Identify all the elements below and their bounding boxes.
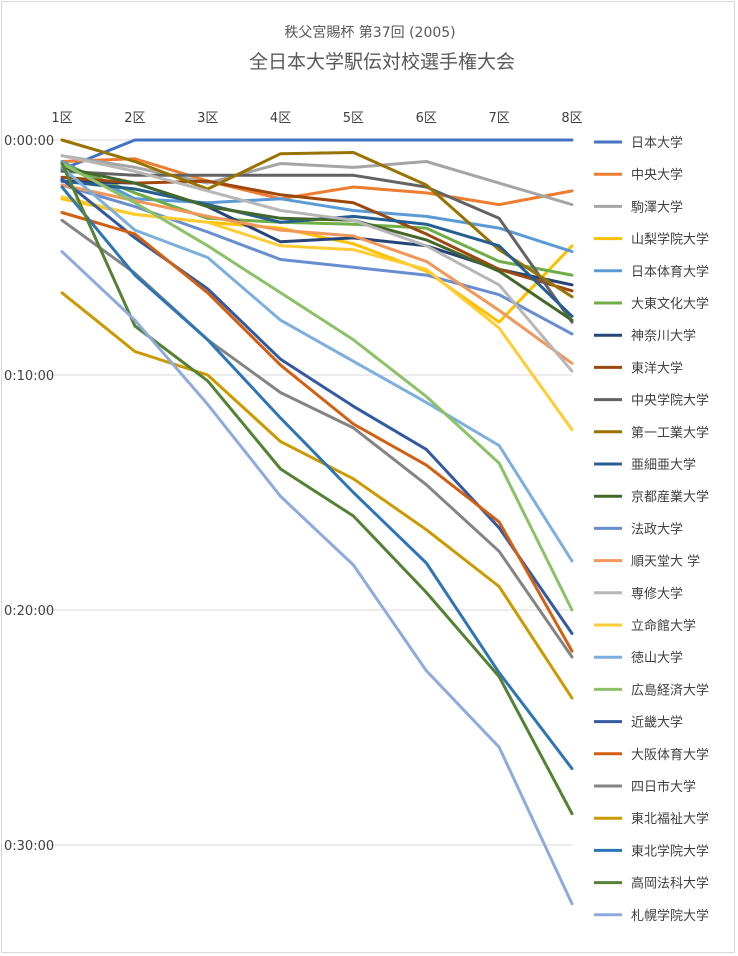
legend-entry: 東北福祉大学 <box>631 811 709 827</box>
series-lines <box>60 138 574 906</box>
series-line <box>60 165 574 322</box>
y-tick-label: 0:10:00 <box>4 369 54 384</box>
legend-entry: 大阪体育大学 <box>631 747 709 763</box>
x-tick-label: 1区 <box>51 111 72 126</box>
legend-entry: 専修大学 <box>631 586 683 602</box>
legend-entry: 東北学院大学 <box>631 843 709 859</box>
chart-title: 全日本大学駅伝対校選手権大会 <box>249 51 515 73</box>
legend-entry: 広島経済大学 <box>631 682 709 698</box>
legend-entry: 第一工業大学 <box>631 425 709 441</box>
series-line <box>60 154 574 207</box>
legend-entry: 神奈川大学 <box>631 328 696 344</box>
legend-entry: 中央大学 <box>631 167 683 183</box>
legend-entry: 日本体育大学 <box>631 264 709 280</box>
x-axis-tick-labels: 1区 2区 3区 4区 5区 6区 7区 8区 <box>51 111 582 126</box>
y-axis-tick-labels: 0:00:00 0:10:00 0:20:00 0:30:00 <box>4 134 54 854</box>
x-tick-label: 3区 <box>197 111 218 126</box>
x-tick-label: 5区 <box>343 111 364 126</box>
legend-entry: 亜細亜大学 <box>631 457 696 473</box>
series-line <box>60 154 574 373</box>
series-line <box>60 160 574 254</box>
series-line <box>60 177 574 635</box>
series-line <box>60 165 574 563</box>
x-tick-label: 7区 <box>489 111 510 126</box>
legend-entry: 徳山大学 <box>631 650 683 666</box>
series-line <box>60 157 574 207</box>
legend-entry: 高岡法科大学 <box>631 876 709 892</box>
series-line <box>60 211 574 653</box>
legend-entry: 京都産業大学 <box>631 489 709 505</box>
legend-entry: 中央学院大学 <box>631 393 709 409</box>
x-tick-label: 6区 <box>416 111 437 126</box>
legend-entry: 札幌学院大学 <box>631 908 709 924</box>
legend: 日本大学中央大学駒澤大学山梨学院大学日本体育大学大東文化大学神奈川大学東洋大学中… <box>594 135 709 924</box>
x-tick-label: 4区 <box>270 111 291 126</box>
series-line <box>60 138 574 299</box>
series-line <box>60 195 574 432</box>
legend-entry: 立命館大学 <box>631 618 696 634</box>
series-line <box>60 175 574 293</box>
legend-entry: 東洋大学 <box>631 360 683 376</box>
series-line <box>60 162 574 612</box>
legend-entry: 駒澤大学 <box>631 199 683 215</box>
legend-entry: 山梨学院大学 <box>631 232 709 248</box>
chart-subtitle: 秩父宮賜杯 第37回 (2005) <box>284 24 455 41</box>
y-tick-label: 0:00:00 <box>4 134 54 149</box>
legend-entry: 四日市大学 <box>631 779 696 795</box>
series-line <box>60 138 574 171</box>
y-tick-label: 0:20:00 <box>4 604 54 619</box>
series-line <box>60 185 574 771</box>
series-line <box>60 291 574 700</box>
x-tick-label: 2区 <box>124 111 145 126</box>
legend-entry: 日本大学 <box>631 135 683 151</box>
legend-entry: 大東文化大学 <box>631 296 709 312</box>
legend-entry: 法政大学 <box>631 521 683 537</box>
x-tick-label: 8区 <box>561 111 582 126</box>
series-line <box>60 183 574 365</box>
legend-entry: 順天堂大 学 <box>631 554 700 570</box>
y-tick-label: 0:30:00 <box>4 839 54 854</box>
series-line <box>60 250 574 906</box>
legend-entry: 近畿大学 <box>631 715 683 731</box>
series-line <box>60 218 574 659</box>
series-line <box>60 162 574 277</box>
